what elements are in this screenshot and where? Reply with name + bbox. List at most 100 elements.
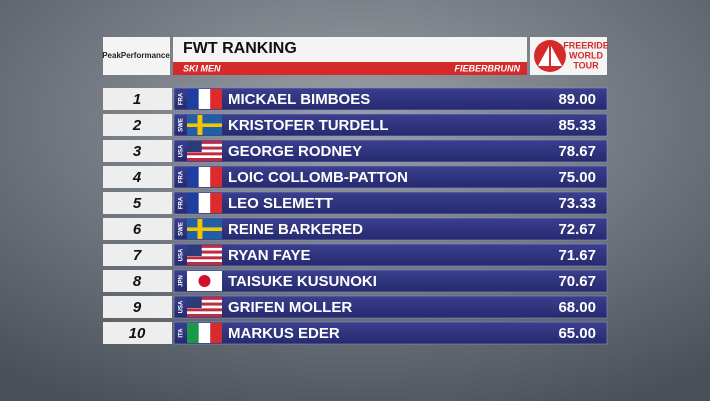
table-row: 6 SWE REINE BARKERED 72.67 bbox=[103, 217, 608, 241]
rank: 7 bbox=[133, 247, 142, 264]
rank-cell bbox=[103, 192, 172, 214]
rank-cell bbox=[103, 244, 172, 266]
subtitle-strip bbox=[173, 62, 527, 75]
table-row: 8 JPN TAISUKE KUSUNOKI 70.67 bbox=[103, 269, 608, 293]
flag-part bbox=[187, 314, 222, 317]
table-row: 1 FRA MICKAEL BIMBOES 89.00 bbox=[103, 87, 608, 111]
logo-text: TOUR bbox=[573, 60, 599, 70]
athlete-name: RYAN FAYE bbox=[228, 247, 311, 264]
flag-part bbox=[187, 297, 222, 300]
flag-part bbox=[187, 256, 222, 260]
athlete-cell bbox=[173, 217, 608, 241]
athlete-name: KRISTOFER TURDELL bbox=[228, 117, 389, 134]
flag bbox=[187, 193, 222, 213]
table-row: 10 ITA MARKUS EDER 65.00 bbox=[103, 321, 608, 345]
rank: 5 bbox=[133, 195, 142, 212]
title-box bbox=[173, 37, 527, 62]
table-row: 9 USA GRIFEN MOLLER 68.00 bbox=[103, 295, 608, 319]
score: 68.00 bbox=[558, 299, 596, 316]
score: 71.67 bbox=[558, 247, 596, 264]
country-code: FRA bbox=[179, 196, 185, 209]
rank-cell bbox=[103, 296, 172, 318]
flag-part bbox=[187, 141, 222, 144]
table-row: 2 SWE KRISTOFER TURDELL 85.33 bbox=[103, 113, 608, 137]
flag-part bbox=[187, 305, 222, 309]
flag-part bbox=[198, 89, 211, 109]
rank-cell bbox=[103, 218, 172, 240]
score: 65.00 bbox=[558, 325, 596, 342]
country-code: JPN bbox=[179, 275, 185, 287]
flag-part bbox=[187, 158, 222, 161]
flag bbox=[187, 219, 222, 239]
flag-part bbox=[187, 146, 222, 150]
flag bbox=[187, 323, 222, 343]
athlete-cell bbox=[173, 269, 608, 293]
rank: 9 bbox=[133, 299, 142, 316]
flag-part bbox=[187, 308, 222, 312]
rank-cell bbox=[103, 270, 172, 292]
athlete-cell bbox=[173, 139, 608, 163]
country-code: FRA bbox=[179, 170, 185, 183]
title: FWT RANKING bbox=[183, 40, 297, 57]
score: 85.33 bbox=[558, 117, 596, 134]
rank: 8 bbox=[133, 273, 142, 290]
athlete-name: TAISUKE KUSUNOKI bbox=[228, 273, 377, 290]
athlete-name: LEO SLEMETT bbox=[228, 195, 333, 212]
flag-part bbox=[187, 143, 222, 147]
athlete-name: MARKUS EDER bbox=[228, 325, 340, 342]
athlete-name: LOIC COLLOMB-PATTON bbox=[228, 169, 408, 186]
rank: 2 bbox=[132, 117, 142, 134]
rank: 3 bbox=[133, 143, 142, 160]
flag-part bbox=[187, 299, 222, 303]
flag-part bbox=[187, 323, 199, 343]
athlete-cell bbox=[173, 191, 608, 215]
flag bbox=[187, 115, 222, 135]
rank: 10 bbox=[129, 325, 146, 342]
flag-part bbox=[187, 250, 222, 254]
score: 72.67 bbox=[558, 221, 596, 238]
athlete-cell bbox=[173, 87, 608, 111]
flag-part bbox=[187, 302, 222, 306]
country-code: SWE bbox=[179, 222, 185, 236]
flag-part bbox=[187, 259, 222, 263]
rank: 1 bbox=[133, 91, 141, 108]
flag-part bbox=[187, 297, 202, 308]
flag bbox=[187, 297, 222, 317]
country-code: FRA bbox=[179, 92, 185, 105]
rank-cell bbox=[103, 166, 172, 188]
flag-part bbox=[187, 247, 222, 251]
flag-part bbox=[187, 141, 202, 152]
flag-part bbox=[187, 152, 222, 156]
flag-part bbox=[187, 89, 199, 109]
rank: 4 bbox=[132, 169, 142, 186]
flag-part bbox=[198, 275, 211, 287]
flag-part bbox=[210, 323, 222, 343]
athlete-cell bbox=[173, 113, 608, 137]
athlete-cell bbox=[173, 295, 608, 319]
table-row: 5 FRA LEO SLEMETT 73.33 bbox=[103, 191, 608, 215]
logo-text: FREERIDE bbox=[563, 40, 609, 50]
flag bbox=[187, 245, 222, 265]
flag-part bbox=[187, 227, 222, 231]
sponsor-box bbox=[103, 37, 170, 75]
flag-part bbox=[187, 155, 222, 159]
flag-part bbox=[210, 167, 222, 187]
venue: FIEBERBRUNN bbox=[454, 63, 520, 73]
athlete-name: GRIFEN MOLLER bbox=[228, 299, 352, 316]
athlete-name: REINE BARKERED bbox=[228, 221, 363, 238]
score: 75.00 bbox=[558, 169, 596, 186]
flag-part bbox=[198, 193, 211, 213]
rank-cell bbox=[103, 322, 172, 344]
country-code: SWE bbox=[179, 118, 185, 132]
flag-part bbox=[187, 123, 222, 127]
rank-cell bbox=[103, 114, 172, 136]
category: SKI MEN bbox=[183, 63, 221, 73]
score: 89.00 bbox=[558, 91, 596, 108]
rank-cell bbox=[103, 140, 172, 162]
country-code: USA bbox=[179, 248, 185, 261]
flag bbox=[187, 141, 222, 161]
flag-part bbox=[187, 253, 222, 257]
flag-part bbox=[187, 262, 222, 265]
